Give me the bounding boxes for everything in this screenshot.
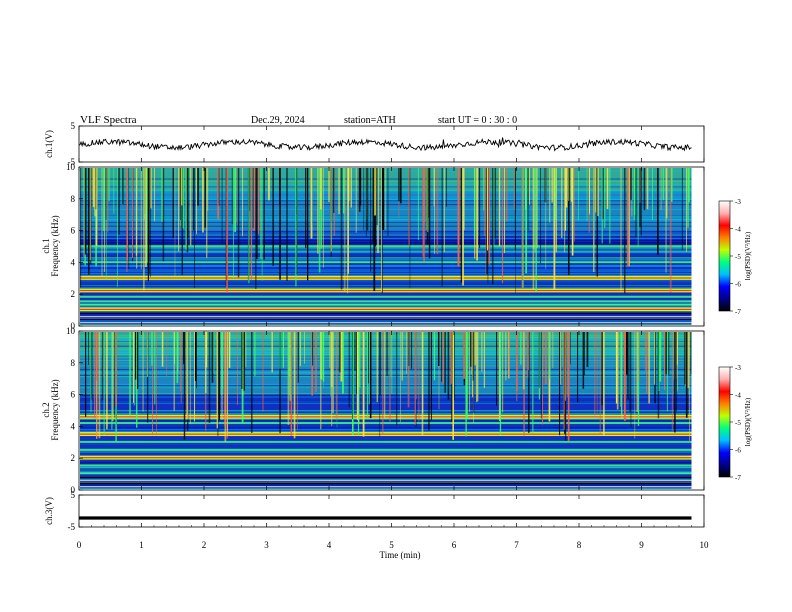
ch3-waveform-frame [78,494,705,528]
x-tick-label: 6 [452,540,457,550]
x-tick-label: 7 [514,540,519,550]
date-label: Dec.29, 2024 [251,115,305,126]
figure-title: VLF Spectra [80,114,137,126]
ch1-waveform [78,137,692,152]
x-tick-label: 9 [639,540,644,550]
ch2-spectrogram-ytick-label: 0 [71,485,76,495]
ch2-spectrogram [80,332,693,489]
ch1-colorbar-gradient [718,200,731,312]
ch1-colorbar: -3 -4 -5 -6 -7 log(PSD)(V²/Hz) [718,198,752,316]
x-tick-label: 3 [264,540,269,550]
ch1-spec-ylabel-top: ch.1 [41,238,51,253]
ch2-colorbar-ticks: -3 -4 -5 -6 -7 [730,364,741,482]
x-tick-label: 8 [577,540,582,550]
colorbar-tick-label: -5 [735,419,741,427]
ch2-spec-ylabel-top: ch.2 [41,402,51,417]
ch2-spectrogram-ytick-label: 4 [71,421,76,431]
x-tick-label: 10 [700,540,710,550]
ch2-spectrogram-ytick-label: 2 [71,453,76,463]
ch1-colorbar-ticks: -3 -4 -5 -6 -7 [730,198,741,316]
colorbar-tick-label: -6 [735,281,741,289]
x-tick-label: 1 [139,540,144,550]
ch1-waveform-trace [78,137,692,152]
colorbar-tick-label: -3 [735,198,741,206]
ch1-waveform-ylabel: ch.1(V) [44,130,54,158]
colorbar-tick-label: -5 [735,253,741,261]
ch1-spectrogram-ytick-label: 6 [71,226,76,236]
station-label: station=ATH [344,115,396,126]
ch1-spectrogram-ytick-label: 8 [71,194,76,204]
ch3-waveform-ytick-label: -5 [68,522,76,532]
ch1-spectrogram-ytick-label: 0 [71,321,76,331]
ch2-colorbar: -3 -4 -5 -6 -7 log(PSD)(V²/Hz) [718,364,752,482]
ch1-spectrogram-ytick-label: 10 [66,162,76,172]
colorbar-tick-label: -4 [735,226,741,234]
x-tick-label: 4 [327,540,332,550]
x-axis-label: Time (min) [380,550,421,560]
ch1-colorbar-label: log(PSD)(V²/Hz) [744,231,752,280]
colorbar-tick-label: -7 [735,308,741,316]
ch2-spectrogram-ytick-label: 8 [71,358,76,368]
ch2-spectrogram-ytick-label: 10 [66,326,76,336]
ch2-spec-ylabel: Frequency (kHz) [50,379,60,440]
ch1-spectrogram [80,168,693,325]
ch2-colorbar-gradient [718,366,731,478]
x-tick-label: 2 [202,540,207,550]
ch1-spectrogram-ytick-label: 2 [71,289,76,299]
ch1-spec-ylabel: Frequency (kHz) [50,215,60,276]
ch3-waveform-ytick-label: 5 [71,490,76,500]
x-tick-label: 5 [389,540,394,550]
ch1-waveform-ytick-label: 5 [71,121,76,131]
start-ut-label: start UT = 0 : 30 : 0 [438,115,517,126]
colorbar-tick-label: -3 [735,364,741,372]
x-tick-label: 0 [77,540,82,550]
ch2-colorbar-label: log(PSD)(V²/Hz) [744,397,752,446]
x-axis-ticks: 0 1 2 3 4 5 6 7 8 9 10 [77,126,709,550]
ch3-waveform-ylabel: ch.3(V) [44,497,54,525]
colorbar-tick-label: -6 [735,447,741,455]
colorbar-tick-label: -4 [735,392,741,400]
colorbar-tick-label: -7 [735,474,741,482]
ch2-spectrogram-ytick-label: 6 [71,390,76,400]
ch1-waveform-ytick-label: -5 [68,157,76,167]
ch1-spectrogram-ytick-label: 4 [71,257,76,267]
